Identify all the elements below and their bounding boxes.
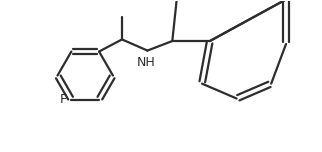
Text: NH: NH bbox=[137, 56, 155, 69]
Text: F: F bbox=[60, 93, 67, 106]
